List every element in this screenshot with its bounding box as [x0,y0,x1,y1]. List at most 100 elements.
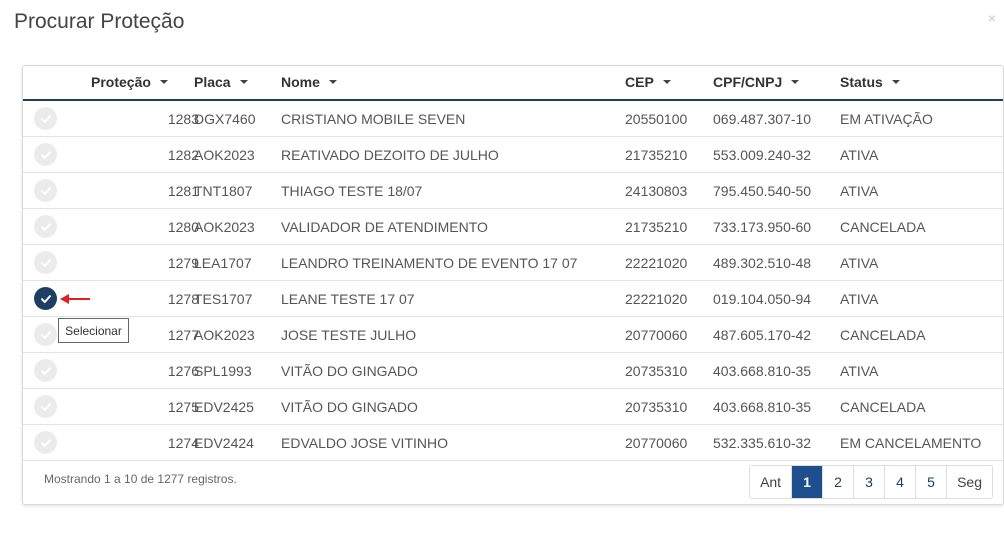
table-row[interactable]: 1277 AOK2023 JOSE TESTE JULHO 20770060 487.6… [23,317,1003,353]
cell-protecao: 1275 [167,398,199,415]
cell-protecao: 1277 [167,326,199,343]
row-select-cell [34,317,58,352]
cell-nome: REATIVADO DEZOITO DE JULHO [281,146,499,163]
cell-cep: 21735210 [625,218,688,235]
cell-nome: VITÃO DO GINGADO [281,398,418,415]
sort-caret-icon [159,80,168,84]
table-row[interactable]: 1276 SPL1993 VITÃO DO GINGADO 20735310 403.6… [23,353,1003,389]
column-header-placa[interactable]: Placa [194,66,248,98]
cell-status: EM CANCELAMENTO [840,434,982,451]
page-button-1[interactable]: 1 [791,466,823,498]
row-select-cell [34,389,58,424]
check-circle-icon[interactable] [34,251,57,274]
cell-cpf: 532.335.610-32 [713,434,812,451]
cell-cpf: 489.302.510-48 [713,254,812,271]
cell-cpf: 403.668.810-35 [713,362,812,379]
cell-placa: SPL1993 [194,362,252,379]
check-circle-icon[interactable] [34,431,57,454]
check-circle-icon[interactable] [34,215,57,238]
check-circle-icon[interactable] [34,107,57,130]
check-circle-icon[interactable] [34,395,57,418]
sort-caret-icon [239,80,248,84]
cell-placa: AOK2023 [194,326,255,343]
row-select-cell [34,101,58,136]
row-select-cell [34,245,58,280]
cell-cep: 22221020 [625,254,688,271]
column-header-cpf[interactable]: CPF/CNPJ [713,66,800,98]
cell-status: CANCELADA [840,326,926,343]
modal-title: Procurar Proteção [14,10,185,33]
cell-status: ATIVA [840,182,879,199]
column-label: CEP [625,74,654,90]
pagination: Ant 1 2 3 4 5 Seg [749,465,993,499]
check-circle-icon[interactable] [34,143,57,166]
column-header-cep[interactable]: CEP [625,66,671,98]
page-button-4[interactable]: 4 [884,466,916,498]
cell-placa: TNT1807 [194,182,253,199]
table-row[interactable]: 1275 EDV2425 VITÃO DO GINGADO 20735310 403.6… [23,389,1003,425]
cell-cep: 20735310 [625,362,688,379]
cell-protecao: 1276 [167,362,199,379]
cell-placa: EDV2425 [194,398,254,415]
column-label: Status [840,74,883,90]
table-row[interactable]: 1279 LEA1707 LEANDRO TREINAMENTO DE EVENTO… [23,245,1003,281]
cell-cep: 20770060 [625,326,688,343]
next-page-button[interactable]: Seg [946,466,992,498]
prev-page-button[interactable]: Ant [750,466,792,498]
cell-cpf: 795.450.540-50 [713,182,812,199]
cell-cpf: 403.668.810-35 [713,398,812,415]
sort-caret-icon [662,80,671,84]
table-body: 1283 DGX7460 CRISTIANO MOBILE SEVEN 2055010… [23,101,1003,461]
cell-cpf: 487.605.170-42 [713,326,812,343]
check-circle-icon[interactable] [34,359,57,382]
table-row[interactable]: 1278 TES1707 LEANE TESTE 17 07 22221020 019.… [23,281,1003,317]
column-label: Nome [281,74,320,90]
cell-status: ATIVA [840,290,879,307]
select-tooltip: Selecionar [58,318,129,343]
close-icon[interactable]: × [987,10,996,26]
row-select-cell [34,425,58,460]
cell-cep: 22221020 [625,290,688,307]
check-circle-icon[interactable] [34,323,57,346]
records-info: Mostrando 1 a 10 de 1277 registros. [44,472,237,486]
cell-cpf: 019.104.050-94 [713,290,812,307]
cell-protecao: 1281 [167,182,199,199]
cell-protecao: 1274 [167,434,199,451]
table-row[interactable]: 1282 AOK2023 REATIVADO DEZOITO DE JULHO 217… [23,137,1003,173]
cell-status: CANCELADA [840,398,926,415]
table-row[interactable]: 1281 TNT1807 THIAGO TESTE 18/07 24130803 795… [23,173,1003,209]
cell-status: ATIVA [840,146,879,163]
cell-nome: CRISTIANO MOBILE SEVEN [281,110,466,127]
cell-nome: VITÃO DO GINGADO [281,362,418,379]
check-circle-icon[interactable] [34,179,57,202]
cell-protecao: 1280 [167,218,199,235]
column-label: Placa [194,74,231,90]
sort-caret-icon [891,80,900,84]
table-row[interactable]: 1274 EDV2424 EDVALDO JOSE VITINHO 20770060 5… [23,425,1003,461]
cell-nome: THIAGO TESTE 18/07 [281,182,423,199]
cell-nome: JOSE TESTE JULHO [281,326,417,343]
row-select-cell [34,281,58,316]
cell-placa: AOK2023 [194,218,255,235]
cell-cpf: 733.173.950-60 [713,218,812,235]
table-row[interactable]: 1283 DGX7460 CRISTIANO MOBILE SEVEN 2055010… [23,101,1003,137]
cell-placa: DGX7460 [194,110,256,127]
cell-nome: EDVALDO JOSE VITINHO [281,434,448,451]
cell-placa: TES1707 [194,290,253,307]
column-header-nome[interactable]: Nome [281,66,337,98]
cell-protecao: 1279 [167,254,199,271]
page-button-3[interactable]: 3 [853,466,885,498]
cell-nome: LEANE TESTE 17 07 [281,290,415,307]
page-button-5[interactable]: 5 [915,466,947,498]
check-circle-icon[interactable] [34,287,57,310]
page-button-2[interactable]: 2 [822,466,854,498]
sort-caret-icon [328,80,337,84]
row-select-cell [34,353,58,388]
column-header-status[interactable]: Status [840,66,900,98]
cell-status: EM ATIVAÇÃO [840,110,933,127]
cell-cep: 21735210 [625,146,688,163]
results-table: Proteção Placa Nome CEP CPF/CNPJ Status … [23,66,1003,461]
column-header-protecao[interactable]: Proteção [91,66,168,98]
table-row[interactable]: 1280 AOK2023 VALIDADOR DE ATENDIMENTO 21735… [23,209,1003,245]
cell-cpf: 553.009.240-32 [713,146,812,163]
